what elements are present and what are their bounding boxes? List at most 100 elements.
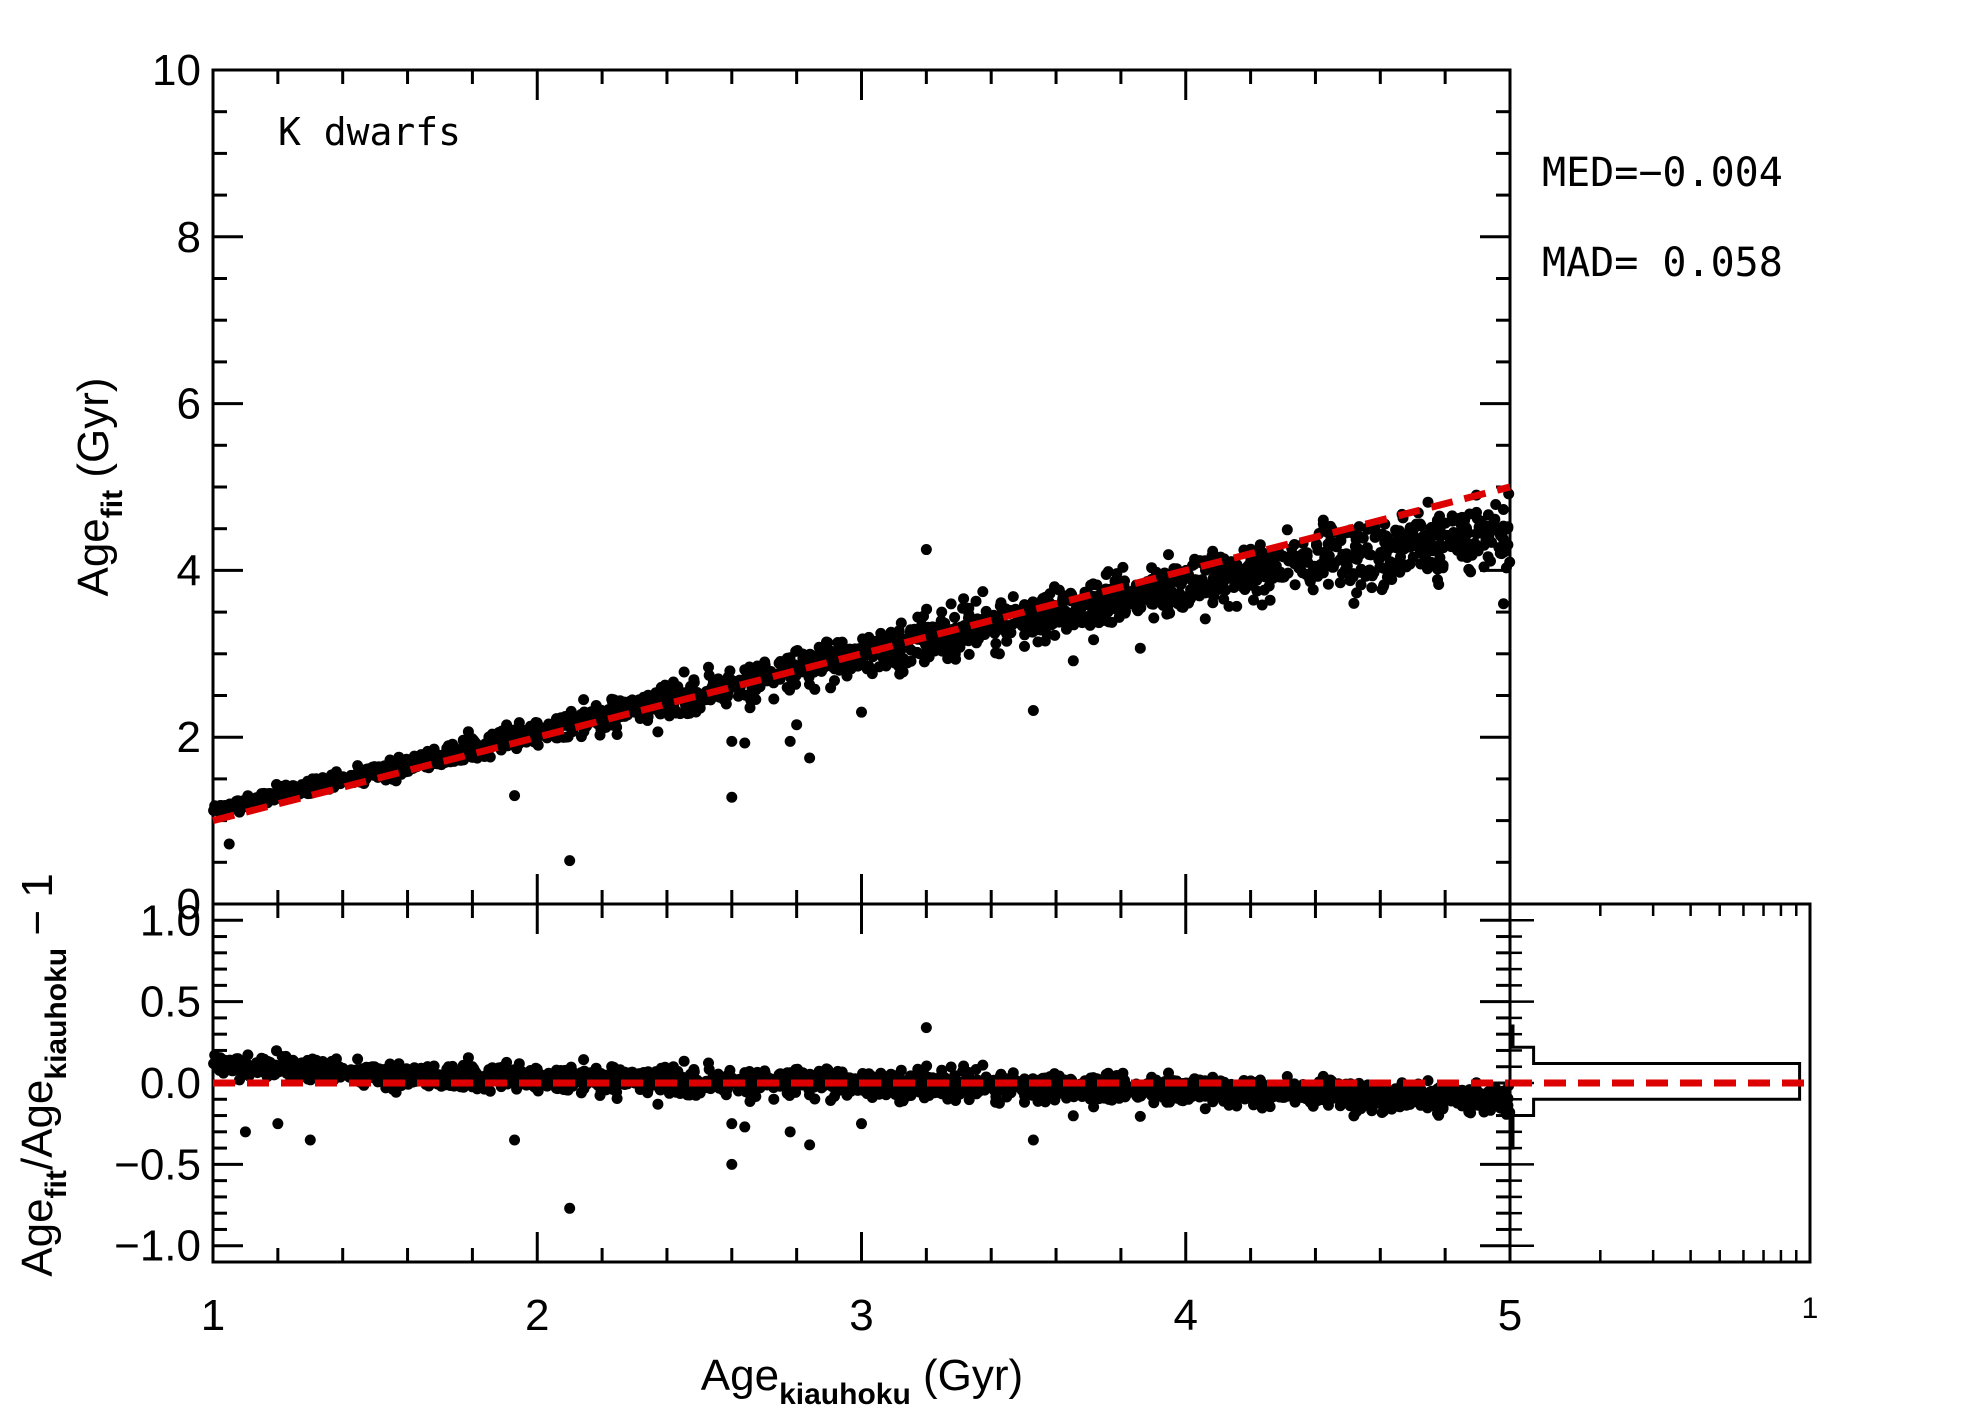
- data-point: [1231, 572, 1243, 584]
- data-point: [1207, 545, 1219, 557]
- residual-point: [667, 1061, 679, 1073]
- data-point: [892, 647, 904, 659]
- residual-point: [803, 1084, 815, 1096]
- data-point: [1144, 589, 1156, 601]
- data-point: [532, 739, 544, 751]
- residual-point: [227, 1065, 239, 1077]
- residual-y-tick-label: 0.5: [140, 978, 201, 1027]
- data-point: [384, 754, 396, 766]
- data-point: [947, 641, 959, 653]
- residual-histogram-panel: 1: [1508, 902, 1819, 1325]
- residual-point: [532, 1085, 544, 1097]
- residual-point: [1090, 1092, 1102, 1104]
- residual-point: [241, 1058, 253, 1070]
- data-point: [1304, 570, 1316, 582]
- data-point: [993, 648, 1005, 660]
- histogram-x-tick-label: 1: [1802, 1292, 1819, 1325]
- data-point: [1314, 560, 1326, 571]
- data-point: [1495, 522, 1506, 534]
- main-scatter-panel: 0 2 4 6 8 10 K dwarfs MED=−0.004 MAD= 0.058 A…: [69, 46, 1783, 929]
- data-point: [1339, 564, 1351, 576]
- data-point: [1248, 594, 1259, 606]
- residual-point: [1117, 1067, 1129, 1079]
- residual-point: [1095, 1084, 1107, 1096]
- data-point: [1180, 592, 1192, 604]
- data-point: [1075, 604, 1086, 616]
- data-point: [1380, 548, 1392, 560]
- data-point: [1465, 566, 1477, 578]
- residual-point: [578, 1054, 590, 1066]
- residual-point: [1496, 1102, 1508, 1114]
- residual-point: [1364, 1097, 1376, 1109]
- data-point: [963, 609, 975, 620]
- data-point: [1364, 564, 1376, 576]
- data-point: [1032, 619, 1044, 631]
- data-point: [790, 678, 802, 690]
- residual-point: [1340, 1088, 1352, 1100]
- data-point: [1394, 566, 1406, 578]
- residual-point: [352, 1053, 364, 1065]
- data-point: [1439, 517, 1451, 529]
- data-point: [1430, 525, 1441, 537]
- residual-point: [1464, 1084, 1476, 1096]
- data-point: [1113, 603, 1125, 615]
- residual-point: [1144, 1085, 1156, 1097]
- data-point: [1067, 655, 1079, 667]
- data-point: [270, 788, 281, 800]
- residual-point: [1314, 1090, 1326, 1102]
- residual-point: [1386, 1103, 1398, 1115]
- data-point: [1437, 541, 1449, 552]
- histogram-x-tick-labels: 1: [1802, 1292, 1819, 1325]
- outlier-point: [920, 544, 932, 556]
- data-point: [360, 763, 372, 775]
- outlier-point: [791, 719, 803, 731]
- residual-point: [964, 1085, 976, 1096]
- data-point: [936, 606, 948, 618]
- data-point: [1038, 610, 1050, 622]
- residual-point: [302, 1062, 314, 1074]
- residual-point: [572, 1075, 584, 1086]
- residual-point: [970, 1064, 982, 1075]
- data-point: [1355, 563, 1367, 575]
- data-point: [1199, 587, 1211, 599]
- data-point: [875, 627, 887, 639]
- residual-point: [722, 1071, 734, 1083]
- data-point: [768, 693, 780, 705]
- data-point: [1348, 597, 1360, 609]
- residual-y-tick-label: 1.0: [140, 896, 201, 945]
- residual-point: [782, 1077, 794, 1089]
- data-point: [1095, 599, 1107, 611]
- data-point: [1404, 558, 1416, 570]
- residual-point: [1471, 1092, 1483, 1104]
- data-point: [918, 610, 929, 622]
- residual-point: [1199, 1103, 1211, 1115]
- data-point: [1351, 553, 1363, 565]
- data-point: [1100, 569, 1112, 580]
- residual-point: [251, 1067, 263, 1079]
- residual-point: [1199, 1090, 1211, 1102]
- data-point: [1482, 551, 1494, 563]
- data-point: [276, 780, 288, 792]
- data-point: [1266, 569, 1278, 581]
- residual-point: [1408, 1088, 1420, 1100]
- data-point: [1322, 578, 1334, 590]
- data-point: [1344, 575, 1356, 587]
- data-point: [548, 718, 560, 730]
- data-point: [1432, 574, 1443, 586]
- data-point: [678, 666, 690, 678]
- data-point: [1340, 548, 1352, 560]
- residual-point: [1231, 1100, 1243, 1112]
- residual-point: [670, 1086, 682, 1098]
- data-point: [351, 768, 363, 780]
- residual-point: [242, 1049, 254, 1061]
- residual-point: [1061, 1092, 1072, 1104]
- residual-point: [513, 1058, 525, 1070]
- data-point: [1251, 585, 1263, 597]
- main-y-title-suffix: (Gyr): [69, 377, 118, 489]
- data-point: [659, 679, 671, 691]
- data-point: [958, 593, 970, 605]
- data-point: [1243, 564, 1255, 576]
- data-point: [739, 664, 751, 676]
- data-point: [1091, 579, 1103, 591]
